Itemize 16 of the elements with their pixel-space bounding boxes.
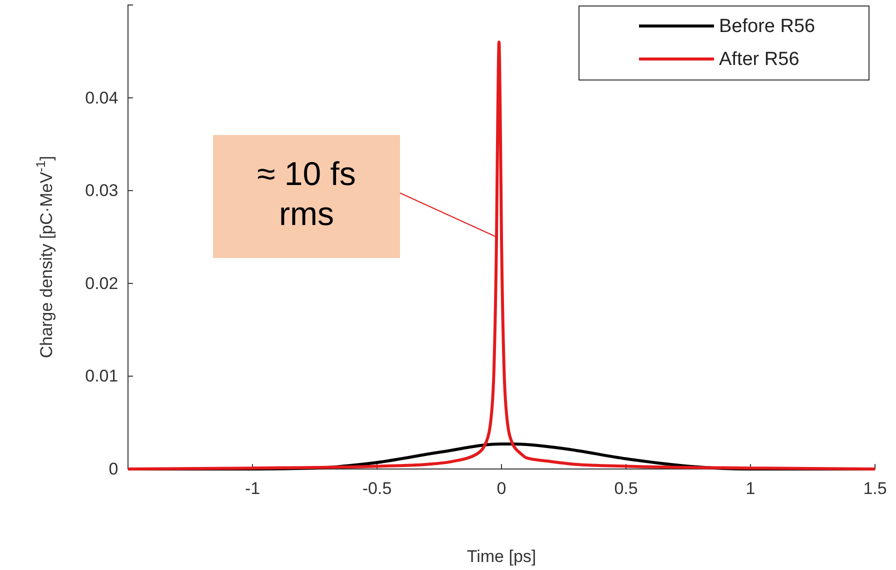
x-tick-label: 1 xyxy=(746,479,756,498)
x-tick-label: 0.5 xyxy=(614,479,638,498)
y-tick-label: 0.03 xyxy=(85,181,118,200)
legend-label: Before R56 xyxy=(719,16,816,37)
legend-label: After R56 xyxy=(719,49,800,70)
x-tick-label: 0 xyxy=(496,479,506,498)
line-series xyxy=(126,40,876,470)
x-tick-label: 1.5 xyxy=(863,479,887,498)
annotation: ≈ 10 fs rms xyxy=(257,155,356,232)
y-tick-label: 0.01 xyxy=(85,366,118,386)
y-tick-label: 0 xyxy=(108,459,118,478)
x-axis-title: Time [ps] xyxy=(466,547,536,566)
y-tick-label: 0.02 xyxy=(85,274,118,293)
y-tick-label: 0.04 xyxy=(85,88,118,108)
x-tick-label: -1 xyxy=(244,479,260,498)
x-tick-label: -0.5 xyxy=(362,479,392,498)
